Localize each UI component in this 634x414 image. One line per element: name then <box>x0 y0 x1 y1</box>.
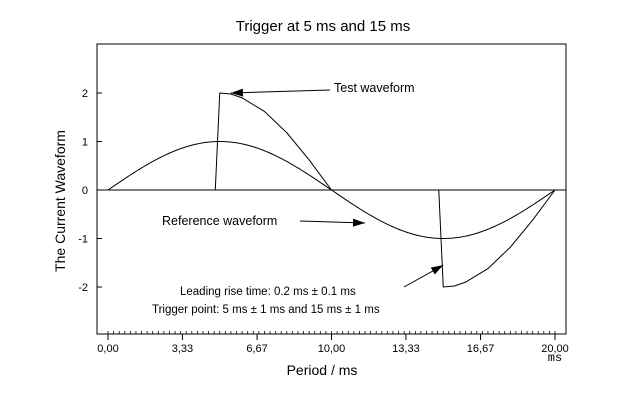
annotation-arrow-2-head <box>430 265 444 275</box>
y-axis-ticks: 2 1 0 -1 -2 <box>78 88 102 294</box>
annotation-arrow-0-head <box>230 88 244 97</box>
annotation-rise-time: Leading rise time: 0.2 ms ± 0.1 ms <box>180 286 356 298</box>
y-tick-label: -1 <box>78 234 88 246</box>
y-axis-label: The Current Waveform <box>52 130 68 272</box>
x-axis-label: Period / ms <box>287 362 358 378</box>
y-tick-label: 2 <box>82 88 88 100</box>
x-axis-ticks: 0,00 3,33 6,67 10,00 13,33 16,67 20,00 <box>97 331 569 355</box>
x-tick-label: 20,00 <box>541 343 569 355</box>
x-tick-label: 10,00 <box>318 343 346 355</box>
x-tick-label: 0,00 <box>97 343 118 355</box>
y-tick-label: 0 <box>82 185 88 197</box>
x-tick-label: 6,67 <box>246 343 267 355</box>
annotation-arrow-1-head <box>352 218 366 227</box>
annotation-arrows <box>230 88 444 288</box>
annotation-test-waveform: Test waveform <box>334 81 415 95</box>
x-axis-unit: ms <box>548 351 562 365</box>
annotation-reference-waveform: Reference waveform <box>162 214 277 228</box>
series-test-waveform <box>108 92 556 288</box>
y-tick-label: 1 <box>82 137 88 149</box>
x-tick-label: 16,67 <box>467 343 495 355</box>
x-tick-label: 3,33 <box>172 343 193 355</box>
x-tick-label: 13,33 <box>392 343 420 355</box>
y-tick-label: -2 <box>78 282 88 294</box>
annotation-arrow-0-line <box>230 89 331 94</box>
chart-title: Trigger at 5 ms and 15 ms <box>236 18 411 35</box>
annotation-trigger-point: Trigger point: 5 ms ± 1 ms and 15 ms ± 1… <box>152 304 380 316</box>
